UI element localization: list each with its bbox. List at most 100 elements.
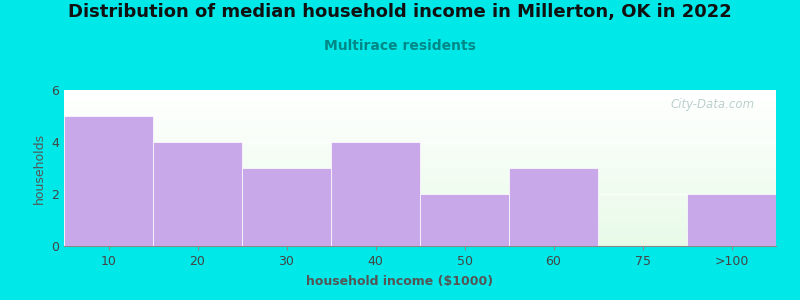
Bar [64,214,776,215]
Bar [64,227,776,228]
Bar [64,194,776,195]
Bar [64,160,776,161]
Bar [64,163,776,164]
Bar [64,100,776,101]
Bar [64,150,776,151]
Bar [242,168,331,246]
Bar [64,153,776,154]
Bar [64,95,776,96]
Bar [64,96,776,97]
Bar [64,127,776,128]
Bar [64,233,776,234]
Bar [64,104,776,105]
Bar [64,220,776,221]
Bar [64,120,776,121]
Bar [64,212,776,213]
Bar [64,182,776,183]
Bar [64,112,776,113]
Bar [64,121,776,122]
Bar [64,179,776,180]
Bar [64,162,776,163]
Bar [64,101,776,102]
Bar [64,208,776,209]
Bar [64,126,776,127]
Bar [64,199,776,200]
Bar [64,157,776,158]
Bar [64,211,776,212]
Bar [64,242,776,243]
Bar [64,169,776,170]
Bar [64,238,776,239]
Bar [64,139,776,140]
Bar [64,98,776,99]
Bar [64,123,776,124]
Bar [64,228,776,229]
Bar [64,155,776,156]
Bar [64,175,776,176]
Bar [687,194,776,246]
Bar [64,188,776,189]
Bar [64,136,776,137]
Bar [64,149,776,150]
Bar [64,215,776,216]
Bar [64,106,776,107]
Bar [64,145,776,146]
Bar [64,171,776,172]
Bar [64,111,776,112]
Bar [64,158,776,159]
Bar [64,245,776,246]
Bar [64,240,776,241]
Bar [64,205,776,206]
Bar [64,135,776,136]
Bar [64,177,776,178]
Bar [64,191,776,192]
Bar [64,190,776,191]
Bar [64,218,776,219]
Bar [64,118,776,119]
Bar [64,159,776,160]
Bar [64,92,776,93]
Bar [64,167,776,168]
Bar [64,193,776,194]
Bar [64,229,776,230]
Bar [64,116,153,246]
Bar [64,209,776,210]
Bar [64,94,776,95]
Bar [64,231,776,232]
Bar [64,117,776,118]
Bar [153,142,242,246]
Bar [64,165,776,166]
Bar [64,142,776,143]
Bar [64,234,776,235]
Bar [64,226,776,227]
Bar [64,152,776,153]
Bar [64,185,776,186]
Text: City-Data.com: City-Data.com [670,98,754,111]
Bar [64,178,776,179]
Bar [64,110,776,111]
Bar [64,143,776,144]
Bar [64,201,776,202]
Bar [64,144,776,145]
Bar [64,180,776,181]
Bar [64,116,776,117]
Bar [64,174,776,175]
Bar [64,181,776,182]
Bar [64,154,776,155]
Bar [64,172,776,173]
Bar [64,210,776,211]
Bar [64,187,776,188]
Bar [64,184,776,185]
Bar [64,147,776,148]
Bar [64,203,776,204]
Bar [64,236,776,237]
Bar [64,166,776,167]
Bar [64,99,776,100]
Bar [509,168,598,246]
Bar [64,189,776,190]
Bar [64,235,776,236]
Bar [64,225,776,226]
Bar [64,198,776,199]
Bar [64,186,776,187]
Bar [64,206,776,207]
